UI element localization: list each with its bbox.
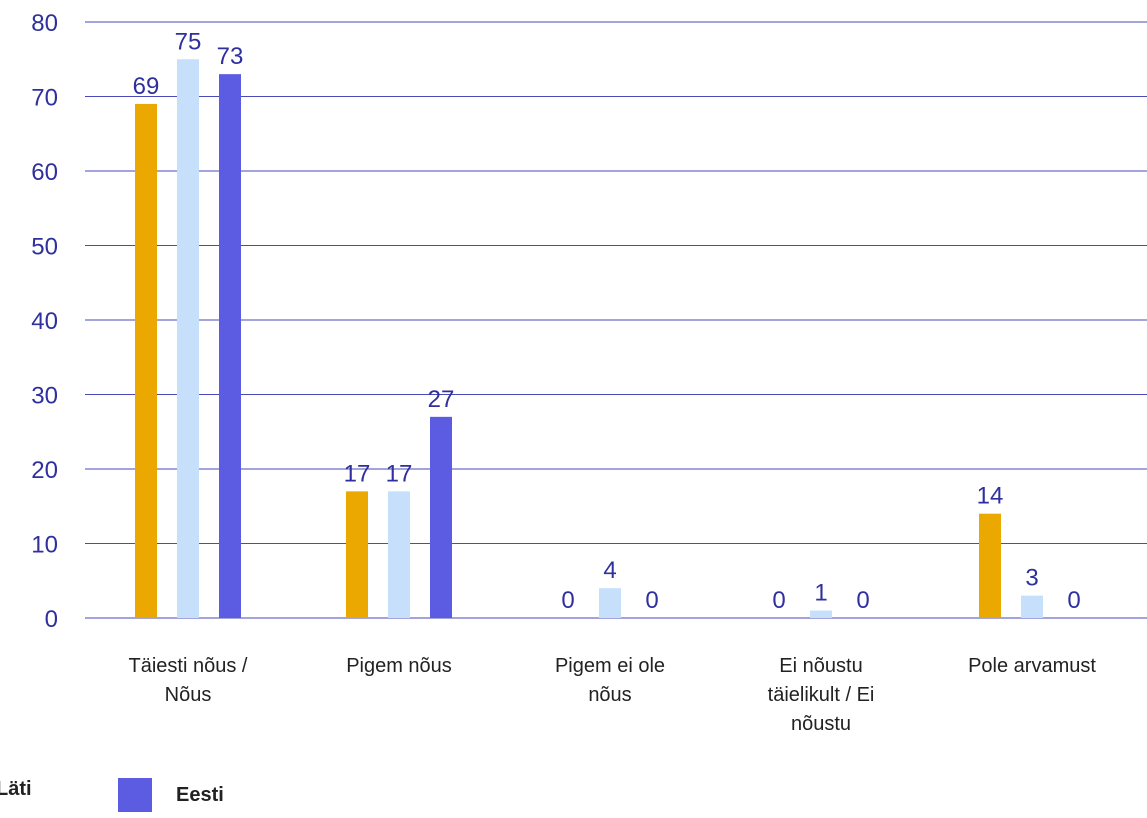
x-category-label: Pigem ei ole nõus xyxy=(555,655,665,706)
y-tick-label: 40 xyxy=(31,308,58,335)
data-label: 0 xyxy=(772,587,785,614)
y-tick-label: 30 xyxy=(31,383,58,410)
bar xyxy=(599,588,621,618)
data-label: 75 xyxy=(175,28,202,55)
y-tick-label: 0 xyxy=(45,606,58,633)
data-label: 3 xyxy=(1025,565,1038,592)
data-label: 1 xyxy=(814,580,827,607)
x-category-label: Pole arvamust xyxy=(968,655,1096,677)
data-label: 17 xyxy=(386,460,413,487)
data-label: 4 xyxy=(603,557,616,584)
y-tick-label: 10 xyxy=(31,532,58,559)
bar xyxy=(388,491,410,618)
bar xyxy=(1021,595,1043,618)
legend-item-lati: Läti xyxy=(0,778,32,801)
data-label: 73 xyxy=(217,43,244,70)
y-tick-label: 60 xyxy=(31,159,58,186)
legend-label-lati: Läti xyxy=(0,778,32,800)
bar xyxy=(219,74,241,618)
data-label: 69 xyxy=(133,73,160,100)
y-tick-label: 80 xyxy=(31,10,58,37)
y-tick-label: 50 xyxy=(31,234,58,261)
x-category-label: Täiesti nõus / Nõus xyxy=(129,655,248,706)
bar xyxy=(430,416,452,618)
data-label: 0 xyxy=(1067,587,1080,614)
data-label: 17 xyxy=(344,460,371,487)
bar xyxy=(979,513,1001,618)
data-label: 0 xyxy=(645,587,658,614)
bar xyxy=(810,610,832,618)
data-label: 0 xyxy=(856,587,869,614)
bar xyxy=(346,491,368,618)
legend-swatch-eesti xyxy=(118,778,152,812)
legend-item-eesti: Eesti xyxy=(118,778,224,812)
x-category-label: Pigem nõus xyxy=(346,655,452,677)
data-label: 0 xyxy=(561,587,574,614)
x-category-label: Ei nõustu täielikult / Ei nõustu xyxy=(768,655,875,735)
legend-label-eesti: Eesti xyxy=(176,783,224,806)
data-label: 14 xyxy=(977,483,1004,510)
data-label: 27 xyxy=(428,386,455,413)
bar xyxy=(177,59,199,618)
y-tick-label: 70 xyxy=(31,85,58,112)
y-tick-label: 20 xyxy=(31,457,58,484)
bar xyxy=(135,103,157,618)
